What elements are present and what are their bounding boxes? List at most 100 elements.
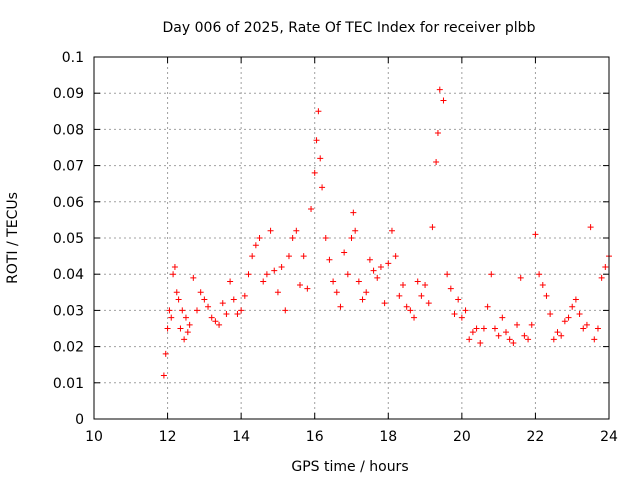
data-point — [260, 278, 267, 285]
data-point — [317, 155, 324, 162]
data-point — [177, 325, 184, 332]
data-point — [289, 235, 296, 241]
data-point — [175, 296, 182, 303]
data-point — [484, 303, 491, 310]
x-tick-label: 12 — [159, 429, 177, 445]
data-point — [205, 303, 212, 310]
data-point — [547, 311, 554, 318]
data-point — [385, 260, 392, 267]
data-point — [576, 311, 583, 318]
grid-lines — [94, 57, 609, 419]
data-point — [491, 325, 498, 332]
data-point — [525, 336, 532, 343]
data-point — [532, 231, 539, 238]
data-point — [429, 224, 436, 231]
data-point — [241, 292, 248, 299]
data-point — [293, 227, 300, 234]
data-point — [561, 318, 568, 325]
data-point — [462, 307, 469, 314]
data-point — [313, 137, 320, 144]
data-point — [359, 296, 366, 303]
data-point — [282, 307, 289, 314]
data-point — [583, 321, 590, 328]
data-point — [278, 263, 285, 270]
data-points — [160, 86, 612, 379]
data-point — [411, 314, 418, 321]
data-point — [580, 325, 587, 332]
data-point — [569, 303, 576, 310]
data-point — [543, 292, 550, 299]
data-point — [550, 336, 557, 343]
data-point — [344, 271, 351, 278]
data-point — [400, 282, 406, 289]
data-point — [337, 303, 344, 310]
data-point — [186, 321, 193, 328]
y-tick-label: 0.08 — [53, 122, 84, 138]
data-point — [377, 263, 384, 270]
data-point — [315, 108, 322, 115]
data-point — [230, 296, 237, 303]
data-point — [403, 303, 410, 310]
data-point — [341, 249, 348, 256]
data-point — [528, 321, 535, 328]
data-point — [181, 336, 188, 343]
data-point — [392, 253, 399, 260]
data-point — [234, 311, 241, 318]
x-axis-label: GPS time / hours — [291, 459, 408, 475]
data-point — [536, 271, 543, 278]
data-point — [374, 274, 381, 281]
data-point — [499, 314, 506, 321]
data-point — [212, 318, 219, 325]
data-point — [425, 300, 432, 307]
data-point — [433, 158, 440, 165]
data-point — [370, 267, 377, 274]
data-point — [466, 336, 473, 343]
data-point — [455, 296, 462, 303]
data-point — [591, 336, 598, 343]
y-tick-label: 0.01 — [53, 376, 84, 392]
data-point — [447, 285, 454, 292]
data-point — [173, 289, 180, 296]
data-point — [434, 130, 441, 137]
data-point — [271, 267, 278, 274]
data-point — [219, 300, 226, 307]
data-point — [418, 292, 425, 299]
x-tick-label: 14 — [232, 429, 250, 445]
data-point — [572, 296, 579, 303]
y-tick-label: 0.07 — [53, 159, 84, 175]
data-point — [300, 253, 307, 260]
data-point — [510, 339, 517, 346]
data-point — [506, 336, 513, 343]
data-point — [274, 289, 281, 296]
data-point — [517, 274, 524, 281]
data-point — [350, 209, 357, 216]
x-tick-label: 10 — [85, 429, 103, 445]
data-point — [348, 235, 355, 241]
data-point — [182, 314, 189, 321]
data-point — [216, 321, 223, 328]
data-point — [201, 296, 208, 303]
data-point — [473, 325, 480, 332]
data-point — [407, 307, 414, 314]
data-point — [488, 271, 495, 278]
data-point — [514, 321, 521, 328]
data-point — [598, 274, 605, 281]
data-point — [444, 271, 451, 278]
data-point — [256, 235, 263, 241]
data-point — [451, 311, 458, 318]
data-point — [469, 329, 476, 336]
data-point — [197, 289, 204, 296]
data-point — [355, 278, 362, 285]
data-point — [333, 289, 340, 296]
data-point — [458, 314, 465, 321]
axis-ticks: 10 12 14 16 18 20 22 24 0 0.01 0.02 0.03 0.04 0.05 0.0… — [53, 50, 618, 445]
x-tick-label: 20 — [453, 429, 471, 445]
data-point — [160, 372, 167, 379]
data-point — [168, 314, 175, 321]
y-tick-label: 0.06 — [53, 195, 84, 211]
data-point — [396, 292, 403, 299]
data-point — [558, 332, 565, 339]
chart-title: Day 006 of 2025, Rate Of TEC Index for r… — [163, 20, 536, 36]
data-point — [352, 227, 359, 234]
